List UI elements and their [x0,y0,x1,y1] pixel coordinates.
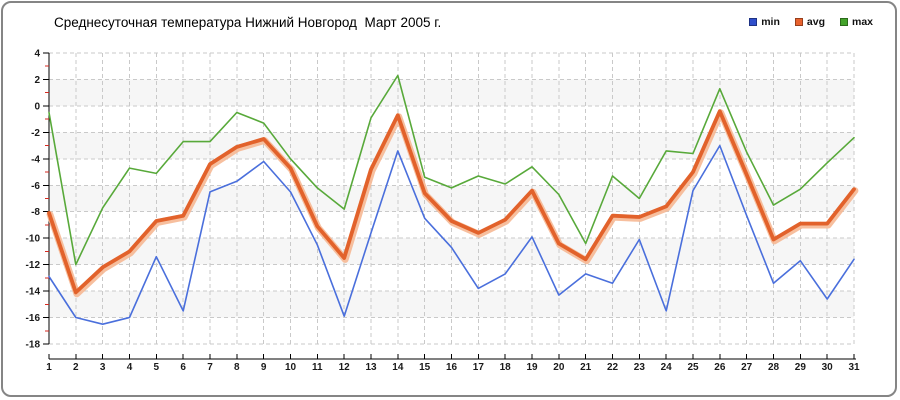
max-series-line [48,74,855,266]
max-series-swatch-icon [839,18,848,27]
svg-text:10: 10 [285,362,297,373]
svg-text:7: 7 [207,362,213,373]
legend-item-max[interactable]: max [839,16,873,28]
temperature-line-chart: 420-2-4-6-8-10-12-14-16-181 2 3 4 5 6 7 8 9 10 11 1… [26,49,860,374]
svg-text:-4: -4 [31,154,40,165]
avg-series-line [47,109,856,295]
svg-text:5: 5 [154,362,160,373]
svg-text:6: 6 [180,362,186,373]
legend-item-avg[interactable]: avg [794,16,825,28]
svg-text:0: 0 [34,101,40,112]
legend-label: min [761,16,780,28]
x-axis-labels: 1 2 3 4 5 6 7 8 9 10 11 12 13 14 15 16 17 18 19 20 21 22 23 24 2… [46,362,860,373]
chart-title: Среднесуточная температура Нижний Новгор… [54,15,442,30]
svg-text:29: 29 [795,362,807,373]
svg-text:-8: -8 [31,207,40,218]
svg-text:21: 21 [580,362,592,373]
svg-text:15: 15 [419,362,431,373]
svg-text:4: 4 [127,362,133,373]
plot-bands [49,79,854,318]
svg-text:23: 23 [634,362,646,373]
svg-text:30: 30 [822,362,834,373]
svg-text:11: 11 [312,362,323,373]
svg-text:22: 22 [607,362,619,373]
min-series-line [48,144,855,326]
svg-text:8: 8 [234,362,240,373]
svg-text:14: 14 [392,362,404,373]
svg-text:-14: -14 [26,287,41,298]
svg-text:3: 3 [100,362,106,373]
svg-text:25: 25 [687,362,699,373]
svg-text:-6: -6 [31,181,40,192]
svg-text:-16: -16 [26,313,41,324]
svg-text:17: 17 [473,362,485,373]
svg-text:18: 18 [500,362,512,373]
svg-text:16: 16 [446,362,458,373]
svg-text:-12: -12 [26,260,41,271]
svg-text:9: 9 [261,362,267,373]
svg-text:27: 27 [741,362,753,373]
svg-text:13: 13 [365,362,377,373]
legend-label: avg [806,16,825,28]
svg-text:-10: -10 [26,234,41,245]
min-series-swatch-icon [749,18,758,27]
legend: min avg max [749,17,873,28]
svg-text:31: 31 [848,362,860,373]
svg-text:2: 2 [73,362,79,373]
svg-text:12: 12 [339,362,351,373]
svg-text:28: 28 [768,362,780,373]
x-axis [48,354,856,360]
svg-text:26: 26 [714,362,726,373]
svg-text:24: 24 [661,362,673,373]
y-axis [43,52,50,345]
avg-series-swatch-icon [794,18,803,27]
svg-text:20: 20 [553,362,565,373]
svg-text:1: 1 [46,362,52,373]
gridlines [48,52,855,345]
svg-text:-18: -18 [26,340,41,351]
legend-item-min[interactable]: min [749,17,780,28]
svg-text:-2: -2 [31,128,40,139]
svg-text:4: 4 [34,49,40,60]
svg-text:19: 19 [526,362,538,373]
legend-label: max [851,16,873,28]
svg-text:2: 2 [34,75,40,86]
y-axis-labels: 4 2 0 -2 -4 -6 -8 -10 -12 -14 -16 -18 [26,49,41,351]
